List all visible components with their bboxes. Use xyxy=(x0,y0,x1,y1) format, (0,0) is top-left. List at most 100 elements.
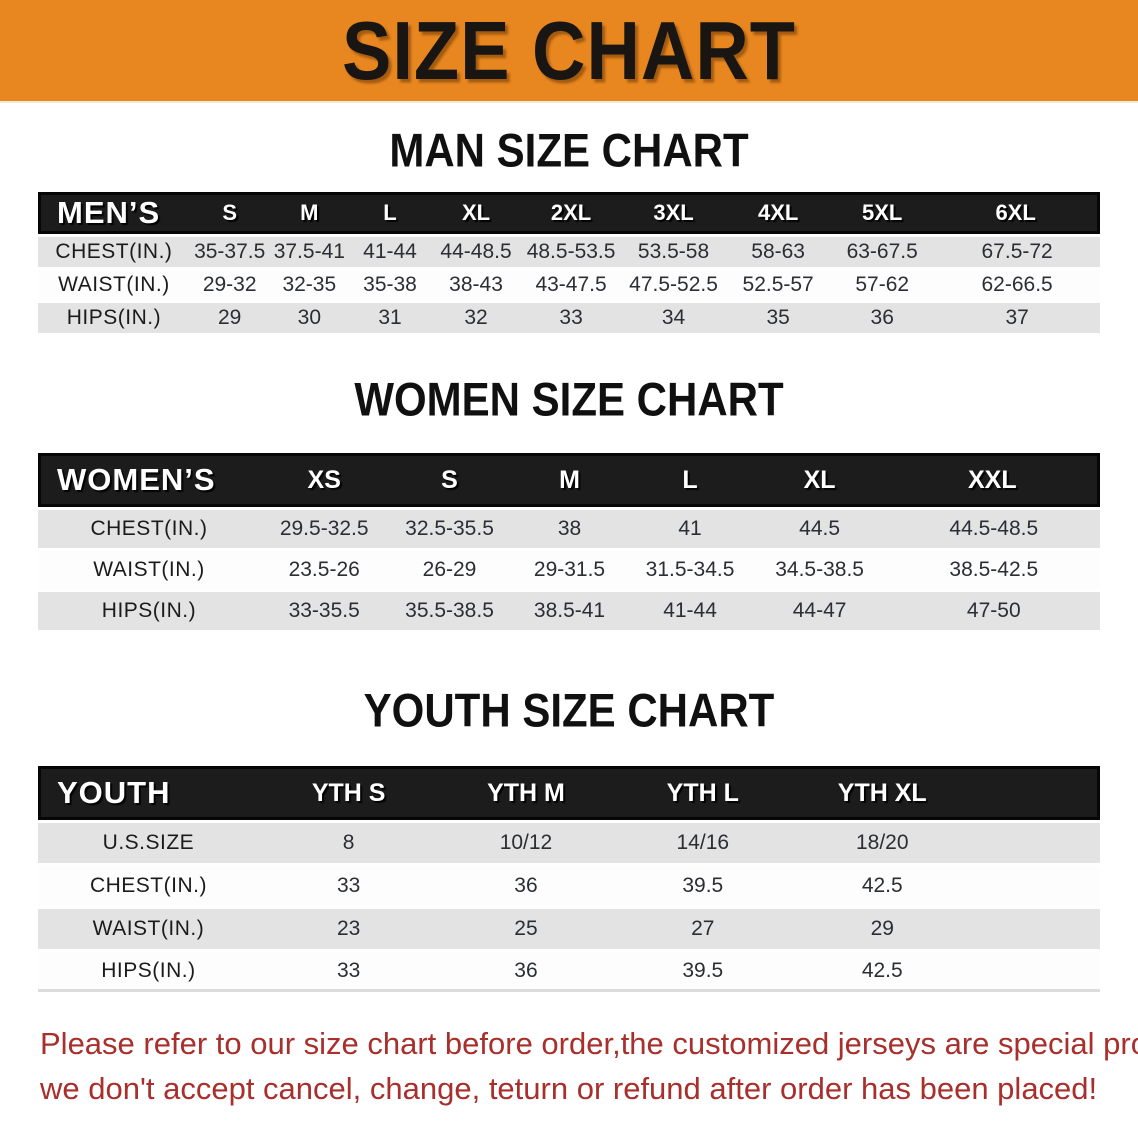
row-label: HIPS(IN.) xyxy=(38,592,260,630)
men-size-table: MEN’S S M L XL 2XL 3XL 4XL 5XL 6XL CHEST(IN.) 35-37… xyxy=(38,189,1100,336)
size-value: 58-63 xyxy=(726,237,831,267)
table-corner-label: MEN’S xyxy=(38,192,190,234)
size-value: 23 xyxy=(258,909,439,949)
table-corner-label: YOUTH xyxy=(38,766,259,820)
youth-section-heading: YOUTH SIZE CHART xyxy=(363,684,775,737)
women-section: WOMEN SIZE CHART WOMEN’S XS S M L XL XXL CHEST(… xyxy=(0,373,1138,633)
size-column-header: 2XL xyxy=(521,192,621,234)
size-value: 34.5-38.5 xyxy=(751,551,888,589)
banner-title: SIZE CHART xyxy=(342,4,796,97)
measure-row: U.S.SIZE 8 10/12 14/16 18/20 xyxy=(38,823,1100,863)
row-label: WAIST(IN.) xyxy=(38,551,260,589)
size-value: 36 xyxy=(438,952,614,992)
size-value: 32.5-35.5 xyxy=(388,510,511,548)
size-value: 31.5-34.5 xyxy=(628,551,752,589)
size-value: 29 xyxy=(189,303,270,333)
size-value: 18/20 xyxy=(791,823,973,863)
size-value: 42.5 xyxy=(791,866,973,906)
size-column-header: XL xyxy=(430,192,522,234)
women-size-table: WOMEN’S XS S M L XL XXL CHEST(IN.) 29.5-32.5 32.5… xyxy=(38,450,1100,633)
size-value: 37.5-41 xyxy=(269,237,350,267)
size-column-header: YTH S xyxy=(258,766,439,820)
women-section-heading: WOMEN SIZE CHART xyxy=(354,373,784,426)
row-label: CHEST(IN.) xyxy=(38,510,260,548)
size-column-header: XS xyxy=(259,453,389,507)
row-label: HIPS(IN.) xyxy=(38,303,190,333)
row-label: WAIST(IN.) xyxy=(38,909,259,949)
size-column-header: S xyxy=(388,453,511,507)
men-section: MAN SIZE CHART MEN’S S M L XL 2XL 3XL 4XL 5XL 6XL… xyxy=(0,124,1138,336)
size-column-header: 3XL xyxy=(620,192,727,234)
size-column-header: M xyxy=(510,453,629,507)
men-section-heading: MAN SIZE CHART xyxy=(389,124,749,177)
size-value: 25 xyxy=(438,909,614,949)
size-column-header: 4XL xyxy=(726,192,831,234)
size-value: 39.5 xyxy=(613,952,792,992)
youth-section: YOUTH SIZE CHART YOUTH YTH S YTH M YTH L YTH… xyxy=(0,684,1138,995)
size-value: 31 xyxy=(349,303,431,333)
size-value: 41 xyxy=(628,510,752,548)
table-corner-label: WOMEN’S xyxy=(38,453,260,507)
measure-row: WAIST(IN.) 23.5-26 26-29 29-31.5 31.5-34.5 34… xyxy=(38,551,1100,589)
size-value: 29-32 xyxy=(189,270,270,300)
size-value: 38.5-42.5 xyxy=(887,551,1100,589)
size-column-header: XL xyxy=(751,453,888,507)
value-filler xyxy=(972,909,1100,949)
size-value: 27 xyxy=(613,909,792,949)
size-value: 32-35 xyxy=(269,270,350,300)
size-column-header: L xyxy=(349,192,431,234)
size-value: 35-37.5 xyxy=(189,237,270,267)
size-value: 35-38 xyxy=(349,270,431,300)
size-value: 38.5-41 xyxy=(510,592,629,630)
size-value: 23.5-26 xyxy=(259,551,389,589)
header-row: WOMEN’S XS S M L XL XXL xyxy=(38,453,1100,507)
size-value: 48.5-53.5 xyxy=(521,237,621,267)
size-value: 63-67.5 xyxy=(830,237,935,267)
size-value: 34 xyxy=(620,303,727,333)
size-value: 33-35.5 xyxy=(259,592,389,630)
size-value: 26-29 xyxy=(388,551,511,589)
measure-row: HIPS(IN.) 33 36 39.5 42.5 xyxy=(38,952,1100,992)
size-column-header: YTH M xyxy=(438,766,614,820)
size-value: 36 xyxy=(438,866,614,906)
notice-line-2: we don't accept cancel, change, teturn o… xyxy=(40,1071,1098,1106)
row-label: CHEST(IN.) xyxy=(38,866,259,906)
size-value: 29-31.5 xyxy=(510,551,629,589)
measure-row: HIPS(IN.) 33-35.5 35.5-38.5 38.5-41 41-44 44-… xyxy=(38,592,1100,630)
value-filler xyxy=(972,866,1100,906)
size-value: 44.5-48.5 xyxy=(887,510,1100,548)
size-column-header: M xyxy=(269,192,350,234)
size-value: 10/12 xyxy=(438,823,614,863)
value-filler xyxy=(972,952,1100,992)
size-value: 57-62 xyxy=(830,270,935,300)
row-label: U.S.SIZE xyxy=(38,823,259,863)
size-value: 38 xyxy=(510,510,629,548)
row-label: WAIST(IN.) xyxy=(38,270,190,300)
measure-row: CHEST(IN.) 33 36 39.5 42.5 xyxy=(38,866,1100,906)
value-filler xyxy=(972,823,1100,863)
size-value: 36 xyxy=(830,303,935,333)
row-label: CHEST(IN.) xyxy=(38,237,190,267)
measure-row: WAIST(IN.) 23 25 27 29 xyxy=(38,909,1100,949)
size-value: 35 xyxy=(726,303,831,333)
size-value: 32 xyxy=(430,303,522,333)
size-value: 8 xyxy=(258,823,439,863)
size-value: 14/16 xyxy=(613,823,792,863)
header-row: MEN’S S M L XL 2XL 3XL 4XL 5XL 6XL xyxy=(38,192,1100,234)
size-value: 29 xyxy=(791,909,973,949)
size-value: 29.5-32.5 xyxy=(259,510,389,548)
header-row: YOUTH YTH S YTH M YTH L YTH XL xyxy=(38,766,1100,820)
row-label: HIPS(IN.) xyxy=(38,952,259,992)
youth-size-table: YOUTH YTH S YTH M YTH L YTH XL U.S.SIZE 8 10/12… xyxy=(38,763,1100,995)
size-value: 33 xyxy=(521,303,621,333)
size-column-header: YTH L xyxy=(613,766,792,820)
size-value: 42.5 xyxy=(791,952,973,992)
size-value: 33 xyxy=(258,866,439,906)
size-value: 47-50 xyxy=(887,592,1100,630)
size-value: 53.5-58 xyxy=(620,237,727,267)
size-value: 37 xyxy=(934,303,1100,333)
size-value: 44-48.5 xyxy=(430,237,522,267)
size-value: 41-44 xyxy=(349,237,431,267)
size-value: 67.5-72 xyxy=(934,237,1100,267)
